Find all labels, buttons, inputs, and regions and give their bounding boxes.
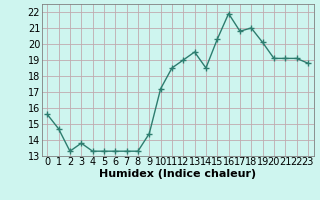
X-axis label: Humidex (Indice chaleur): Humidex (Indice chaleur) [99, 169, 256, 179]
